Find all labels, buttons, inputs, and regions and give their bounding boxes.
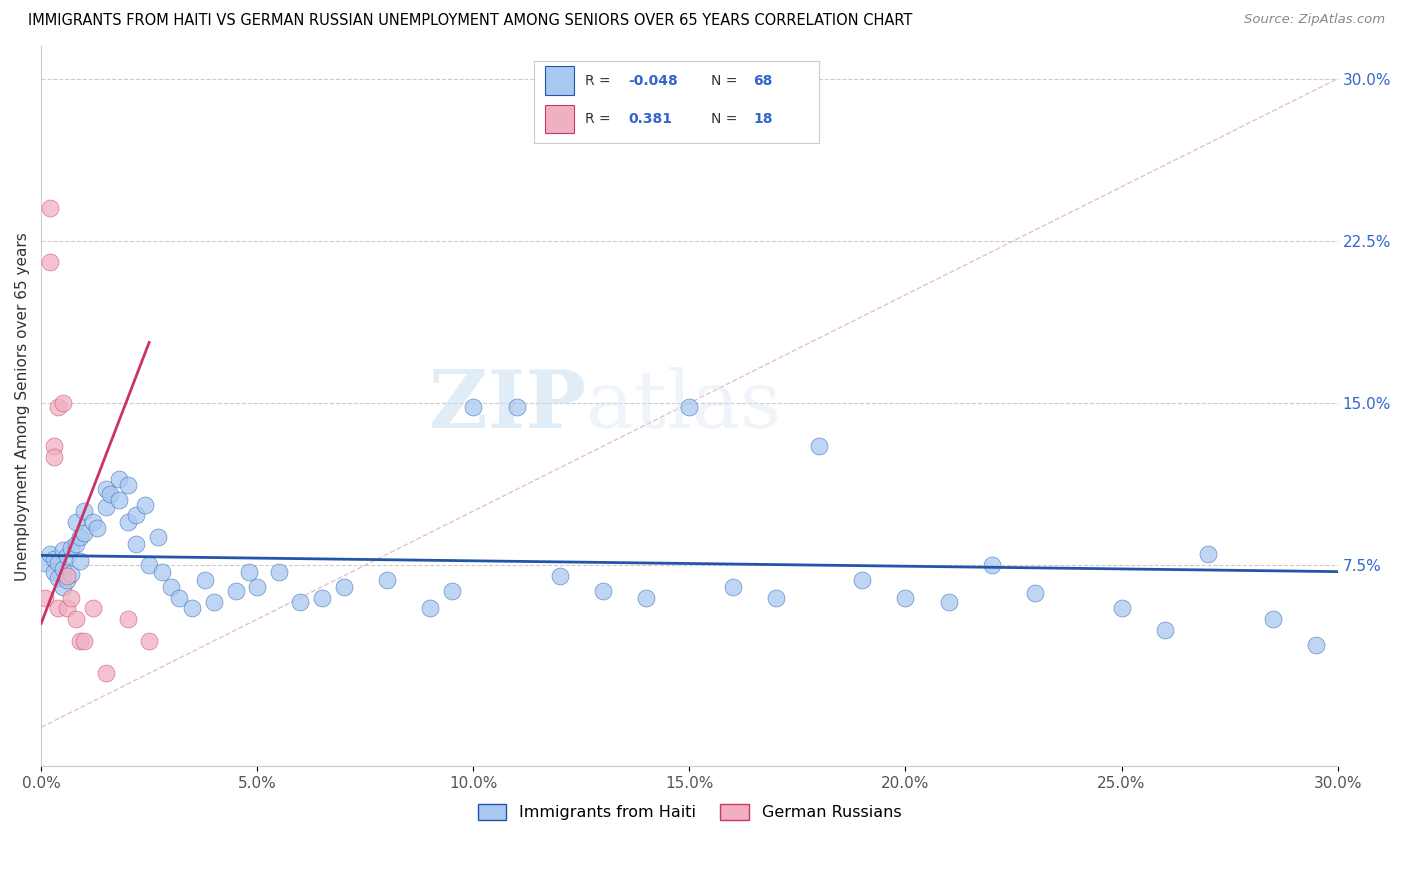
Point (34, 591, 56, 605)
Point (419, 601, 441, 615)
Point (73, 504, 96, 518)
Point (38, 255, 60, 269)
Point (980, 558, 1002, 573)
Point (1024, 586, 1046, 600)
Point (108, 472, 131, 486)
Point (117, 478, 139, 492)
Point (505, 401, 527, 415)
Point (225, 584, 247, 599)
Point (42, 551, 65, 566)
Point (38, 202, 60, 216)
Point (246, 580, 269, 594)
Point (52, 396, 75, 410)
Point (463, 401, 485, 415)
Point (69, 633, 91, 648)
Point (94, 500, 117, 514)
Point (440, 584, 463, 599)
Point (159, 580, 181, 594)
Point (548, 569, 571, 583)
Point (42, 565, 65, 579)
Point (202, 595, 225, 609)
Point (56, 601, 79, 615)
Point (938, 595, 960, 609)
Point (636, 591, 658, 605)
Point (98, 487, 121, 501)
Text: ZIP: ZIP (429, 368, 586, 445)
Point (194, 574, 217, 588)
Point (678, 401, 700, 415)
Point (34, 556, 56, 570)
Point (181, 601, 204, 615)
Point (894, 591, 917, 605)
Text: atlas: atlas (586, 368, 780, 445)
Point (125, 536, 148, 550)
Point (138, 558, 160, 573)
Point (150, 565, 173, 579)
Point (1305, 638, 1327, 652)
Point (56, 574, 79, 588)
Point (1111, 601, 1133, 615)
Point (48, 571, 70, 585)
Text: IMMIGRANTS FROM HAITI VS GERMAN RUSSIAN UNEMPLOYMENT AMONG SENIORS OVER 65 YEARS: IMMIGRANTS FROM HAITI VS GERMAN RUSSIAN … (28, 13, 912, 29)
Point (125, 508, 148, 523)
Point (48, 556, 70, 570)
Point (134, 498, 156, 512)
Point (311, 591, 333, 605)
Point (721, 580, 744, 594)
Point (290, 595, 312, 609)
Point (117, 515, 139, 529)
Point (94, 666, 117, 681)
Y-axis label: Unemployment Among Seniors over 65 years: Unemployment Among Seniors over 65 years (15, 232, 30, 581)
Point (169, 591, 191, 605)
Point (267, 565, 290, 579)
Point (82, 601, 104, 615)
Point (82, 515, 104, 529)
Point (94, 483, 117, 497)
Text: Source: ZipAtlas.com: Source: ZipAtlas.com (1244, 13, 1385, 27)
Point (117, 612, 139, 626)
Point (592, 584, 614, 599)
Point (65, 515, 87, 529)
Point (138, 633, 160, 648)
Point (42, 450, 65, 464)
Point (73, 633, 96, 648)
Point (52, 580, 75, 594)
Point (48, 601, 70, 615)
Point (73, 525, 96, 540)
Point (108, 493, 131, 508)
Point (86, 521, 108, 535)
Point (69, 530, 91, 544)
Point (48, 401, 70, 415)
Point (52, 543, 75, 558)
Point (60, 541, 83, 555)
Point (65, 536, 87, 550)
Point (60, 591, 83, 605)
Point (52, 562, 75, 576)
Point (38, 547, 60, 561)
Point (56, 569, 79, 583)
Point (765, 591, 787, 605)
Point (60, 566, 83, 581)
Point (1153, 623, 1175, 637)
Point (332, 580, 354, 594)
Point (1261, 612, 1284, 626)
Point (65, 612, 87, 626)
Point (808, 439, 831, 453)
Point (1197, 547, 1219, 561)
Point (238, 565, 260, 579)
Legend: Immigrants from Haiti, German Russians: Immigrants from Haiti, German Russians (471, 797, 908, 827)
Point (56, 549, 79, 564)
Point (42, 439, 65, 453)
Point (851, 574, 873, 588)
Point (146, 530, 169, 544)
Point (69, 554, 91, 568)
Point (375, 574, 398, 588)
